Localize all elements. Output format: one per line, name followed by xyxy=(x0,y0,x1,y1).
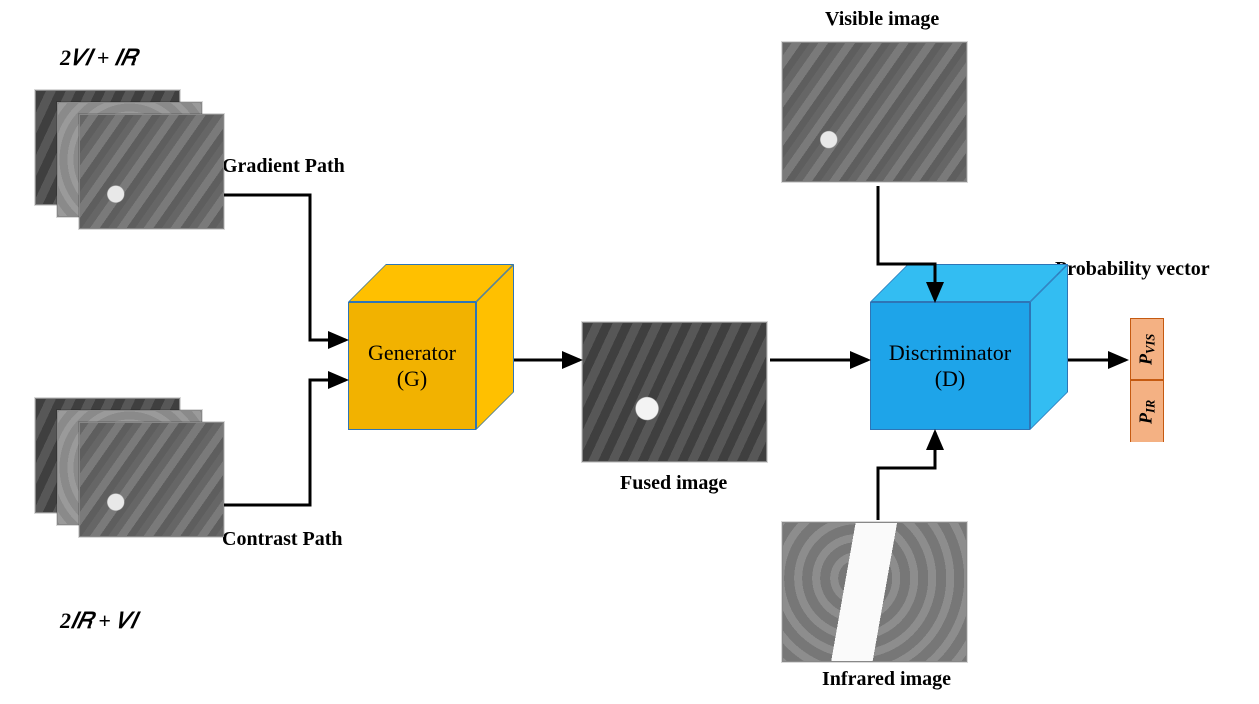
contrast-path-label: Contrast Path xyxy=(222,528,343,551)
infrared-image-label: Infrared image xyxy=(822,668,951,691)
visible-image-label: Visible image xyxy=(825,8,939,31)
pvec-cell-p_ir: PIR xyxy=(1130,380,1164,442)
input-stack-bottom xyxy=(35,398,215,558)
infrared-to-disc-arrow xyxy=(878,432,935,520)
fused-image-label: Fused image xyxy=(620,472,727,495)
contrast-path-arrow xyxy=(222,380,346,505)
stack-thumb xyxy=(79,114,224,229)
discriminator-line1: Discriminator xyxy=(889,340,1011,366)
probability-vector-label: Probability vector xyxy=(1055,258,1210,281)
input-top-formula: 2𝑉𝐼 + 𝐼𝑅 xyxy=(60,45,137,71)
input-bottom-formula: 2𝐼𝑅 + 𝑉𝐼 xyxy=(60,608,137,634)
stack-thumb xyxy=(79,422,224,537)
infrared-image-thumb xyxy=(782,522,967,662)
input-stack-top xyxy=(35,90,215,250)
visible-image-thumb xyxy=(782,42,967,182)
pvec-cell-p_vis: PVIS xyxy=(1130,318,1164,380)
generator-line2: (G) xyxy=(397,366,428,392)
probability-vector: PVISPIR xyxy=(1130,318,1164,442)
fused-image-thumb xyxy=(582,322,767,462)
gradient-path-arrow xyxy=(222,195,346,340)
generator-line1: Generator xyxy=(368,340,456,366)
discriminator-cube-front: Discriminator (D) xyxy=(870,302,1030,430)
gradient-path-label: Gradient Path xyxy=(222,155,345,178)
discriminator-line2: (D) xyxy=(935,366,966,392)
generator-cube-front: Generator (G) xyxy=(348,302,476,430)
